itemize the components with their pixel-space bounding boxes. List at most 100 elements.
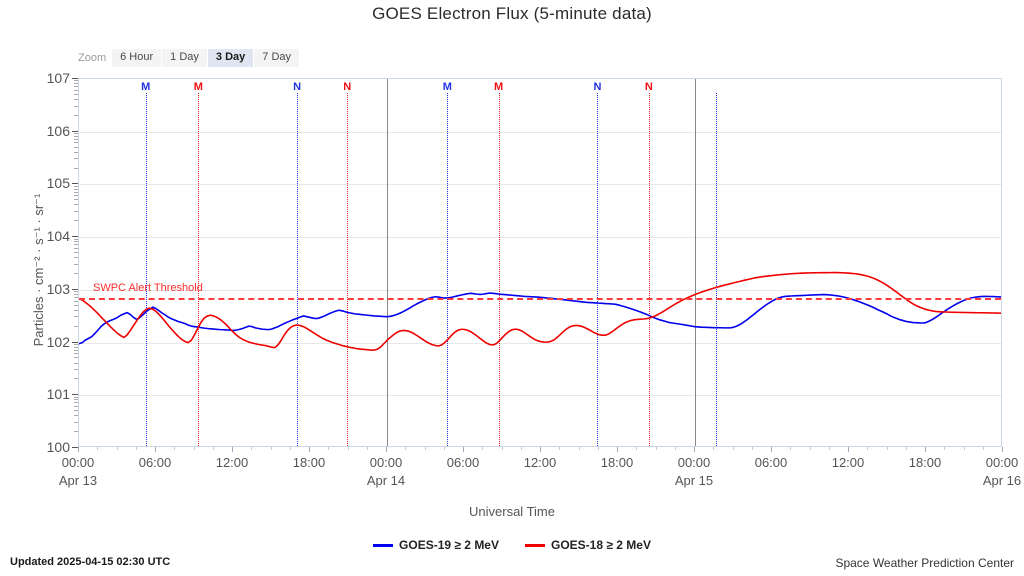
x-minor-tick [713, 447, 715, 450]
y-minor-tick [74, 98, 78, 100]
x-date-label: Apr 14 [366, 473, 406, 488]
x-minor-tick [501, 447, 503, 450]
y-minor-tick [74, 357, 78, 359]
x-major-tick [540, 447, 541, 452]
x-minor-tick [867, 447, 869, 450]
zoom-control-label: Zoom [78, 52, 107, 64]
x-minor-tick [424, 447, 426, 450]
y-tick-label: 105 [46, 175, 70, 192]
event-marker-line [498, 93, 500, 446]
x-tick-label: 12:00 [215, 455, 249, 470]
y-minor-tick [74, 415, 78, 417]
y-minor-tick [74, 396, 78, 398]
x-minor-tick [944, 447, 946, 450]
x-minor-tick [732, 447, 734, 450]
y-minor-tick [74, 263, 78, 265]
zoom-button-3-day[interactable]: 3 Day [207, 49, 254, 67]
y-minor-tick [74, 210, 78, 212]
legend-item-goes-19[interactable]: GOES-19 ≥ 2 MeV [373, 538, 499, 552]
y-minor-tick [74, 86, 78, 88]
y-tick-label: 106 [46, 122, 70, 139]
y-minor-tick [74, 188, 78, 190]
y-minor-tick [74, 346, 78, 348]
y-major-tick [72, 236, 78, 238]
zoom-range-control[interactable]: Zoom 6 Hour 1 Day 3 Day 7 Day [78, 49, 300, 67]
event-marker-n: N [293, 81, 302, 93]
y-tick-label: 102 [46, 333, 70, 350]
y-minor-tick [74, 89, 78, 91]
x-date-label: Apr 13 [58, 473, 98, 488]
x-major-tick [617, 447, 618, 452]
x-major-tick [1002, 447, 1003, 452]
x-major-tick [155, 447, 156, 452]
x-minor-tick [597, 447, 599, 450]
y-minor-tick [74, 369, 78, 371]
y-minor-tick [74, 349, 78, 351]
x-axis-title: Universal Time [469, 504, 555, 519]
x-tick-label: 00:00 [677, 455, 711, 470]
event-marker-line [447, 93, 449, 446]
x-date-label: Apr 15 [674, 473, 714, 488]
plot-area[interactable]: SWPC Alert Threshold M M N N M M N N [78, 78, 1002, 447]
x-tick-label: 06:00 [754, 455, 788, 470]
legend: GOES-19 ≥ 2 MeV GOES-18 ≥ 2 MeV [0, 538, 1024, 552]
legend-label-goes-19: GOES-19 ≥ 2 MeV [399, 538, 499, 552]
y-minor-tick [74, 309, 78, 311]
y-minor-tick [74, 80, 78, 82]
x-minor-tick [636, 447, 638, 450]
y-minor-tick [74, 252, 78, 253]
y-minor-tick [74, 142, 78, 144]
y-minor-tick [74, 114, 78, 116]
event-marker-m: M [494, 81, 504, 93]
x-tick-label: 18:00 [292, 455, 326, 470]
x-minor-tick [886, 447, 888, 450]
zoom-button-7-day[interactable]: 7 Day [254, 49, 300, 67]
y-minor-tick [74, 325, 78, 327]
event-marker-line [715, 93, 717, 446]
event-marker-line [145, 93, 147, 446]
x-minor-tick [328, 447, 330, 450]
event-marker-line [297, 93, 299, 446]
x-minor-tick [982, 447, 984, 450]
page-title: GOES Electron Flux (5-minute data) [372, 4, 652, 23]
x-minor-tick [405, 447, 407, 450]
y-tick-label: 100 [46, 439, 70, 455]
y-minor-tick [74, 93, 78, 95]
y-minor-tick [74, 199, 78, 201]
x-minor-tick [97, 447, 99, 450]
y-major-tick [72, 288, 78, 290]
x-major-tick [925, 447, 926, 452]
legend-swatch-goes-18 [525, 543, 545, 547]
x-minor-tick [289, 447, 291, 450]
zoom-button-1-day[interactable]: 1 Day [162, 49, 207, 67]
x-major-tick [386, 447, 387, 452]
x-minor-tick [193, 447, 195, 450]
event-marker-m: M [141, 81, 151, 93]
data-traces [79, 271, 1001, 351]
gridline [79, 237, 1001, 239]
event-marker-line [597, 93, 599, 446]
y-minor-tick [74, 291, 78, 293]
zoom-button-6-hour[interactable]: 6 Hour [112, 49, 162, 67]
x-minor-tick [135, 447, 137, 450]
day-separator-line [695, 79, 696, 446]
x-minor-tick [963, 447, 965, 450]
y-minor-tick [74, 293, 78, 295]
x-tick-label: 18:00 [600, 455, 634, 470]
x-major-tick [463, 447, 464, 452]
y-minor-tick [74, 146, 78, 148]
y-minor-tick [74, 138, 78, 140]
y-minor-tick [74, 304, 78, 306]
x-major-tick [771, 447, 772, 452]
x-tick-label: 06:00 [446, 455, 480, 470]
x-minor-tick [790, 447, 792, 450]
x-tick-label: 06:00 [138, 455, 172, 470]
day-separator-line [387, 79, 388, 446]
y-major-tick [72, 78, 78, 79]
legend-item-goes-18[interactable]: GOES-18 ≥ 2 MeV [525, 538, 651, 552]
x-minor-tick [212, 447, 214, 450]
x-minor-tick [828, 447, 830, 450]
x-tick-label: 18:00 [908, 455, 942, 470]
event-marker-line [648, 93, 650, 446]
